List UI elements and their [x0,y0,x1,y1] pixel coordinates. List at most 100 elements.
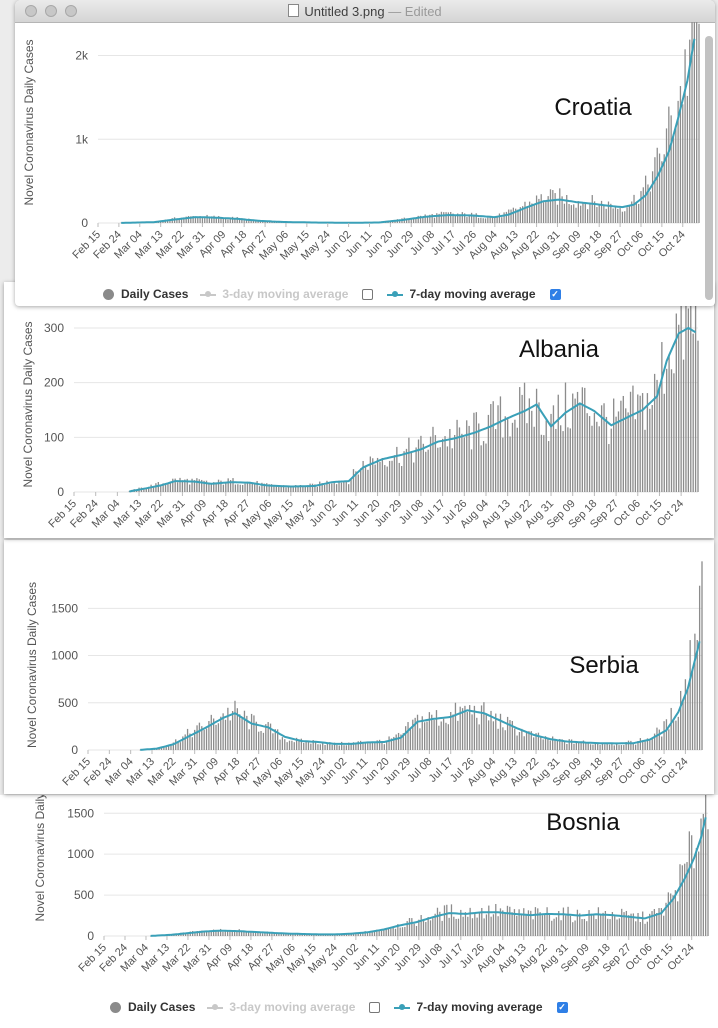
daily-case-bar [412,218,415,223]
daily-case-bar [698,23,700,224]
daily-case-bar [621,908,623,936]
legend-daily-cases[interactable]: Daily Cases [121,287,189,301]
daily-case-bar [387,928,390,936]
daily-case-bar [616,919,618,936]
daily-case-bar [547,441,550,492]
legend-3day[interactable]: 3-day moving average [207,1000,355,1014]
daily-case-bar [231,711,234,750]
daily-case-bar [244,483,246,492]
daily-case-bar [620,400,622,492]
daily-case-bar [700,818,702,936]
daily-case-bar [618,918,621,936]
daily-case-bar [670,115,672,223]
daily-case-bar [164,484,167,492]
daily-case-bar [504,730,506,750]
daily-case-bar [456,419,458,492]
daily-case-bar [298,739,300,750]
daily-case-bar [275,933,278,936]
daily-case-bar [452,714,454,750]
daily-case-bar [314,741,317,750]
checkbox-3day[interactable] [362,288,374,300]
daily-case-bar [447,212,450,223]
daily-case-bar [236,708,239,750]
daily-case-bar [478,911,481,936]
checkbox-3day[interactable] [369,1001,381,1013]
daily-case-bar [204,217,206,223]
daily-case-bar [538,402,540,492]
daily-case-bar [579,402,581,492]
daily-case-bar [531,203,533,223]
daily-case-bar [294,485,297,492]
daily-case-bar [445,212,447,223]
daily-case-bar [514,419,516,492]
daily-case-bar [233,929,236,936]
daily-case-bar [224,719,227,750]
daily-case-bar [335,484,338,492]
minimize-icon[interactable] [45,5,57,17]
legend-daily-cases[interactable]: Daily Cases [128,1000,196,1014]
daily-case-bar [485,713,487,750]
daily-case-bar [497,728,499,750]
daily-case-bar [264,931,266,936]
daily-case-bar [274,729,276,750]
daily-case-bar [455,918,457,936]
country-title: Albania [519,336,600,363]
daily-case-bar [498,213,501,223]
daily-case-bar [685,298,687,492]
daily-case-bar [205,728,208,750]
daily-case-bar [570,205,573,223]
daily-case-bar [172,478,174,492]
legend-3day[interactable]: 3-day moving average [200,287,348,301]
daily-case-bar [608,744,611,750]
daily-case-bar [516,735,518,750]
zoom-icon[interactable] [65,5,77,17]
vertical-scrollbar[interactable] [705,36,713,300]
daily-case-bar [381,741,383,750]
daily-case-bar [269,723,272,750]
daily-case-bar [419,215,422,223]
daily-case-bar [484,218,487,223]
window-titlebar[interactable]: Untitled 3.png — Edited [15,0,715,23]
daily-case-bar [656,379,658,492]
daily-case-bar [350,478,352,492]
daily-case-bar [613,398,615,492]
daily-case-bar [531,410,533,492]
checkbox-7day[interactable]: ✓ [549,288,561,300]
daily-case-bar [345,480,347,492]
daily-case-bar [201,479,203,492]
daily-case-bar [196,931,198,936]
daily-case-bar [646,393,649,492]
daily-case-bar [568,203,570,223]
daily-case-bar [229,218,231,223]
daily-case-bar [605,416,608,492]
close-icon[interactable] [25,5,37,17]
daily-case-bar [196,725,198,750]
daily-case-bar [438,725,440,750]
daily-case-bar [178,219,180,223]
daily-case-bar [190,216,192,223]
checkbox-7day[interactable]: ✓ [556,1001,568,1013]
daily-case-bar [665,719,668,750]
daily-case-bar [476,717,478,750]
daily-case-bar [535,195,538,223]
daily-case-bar [206,214,208,223]
daily-case-bar [477,217,480,223]
daily-case-bar [441,438,444,492]
daily-case-bar [386,466,388,492]
daily-case-bar [316,486,318,492]
daily-case-bar [583,918,586,936]
daily-case-bar [250,931,252,936]
legend-7day[interactable]: 7-day moving average [394,1000,543,1014]
legend-7day[interactable]: 7-day moving average [387,287,536,301]
daily-case-bar [398,462,400,492]
daily-case-bar [291,740,293,750]
daily-case-bar [371,931,373,936]
daily-case-bar [263,483,265,492]
daily-case-bar [222,484,225,492]
daily-case-bar [508,209,510,223]
daily-case-bar [665,902,667,936]
daily-case-bar [579,913,581,936]
daily-case-bar [470,449,473,492]
daily-case-bar [405,726,407,750]
daily-case-bar [227,707,229,750]
